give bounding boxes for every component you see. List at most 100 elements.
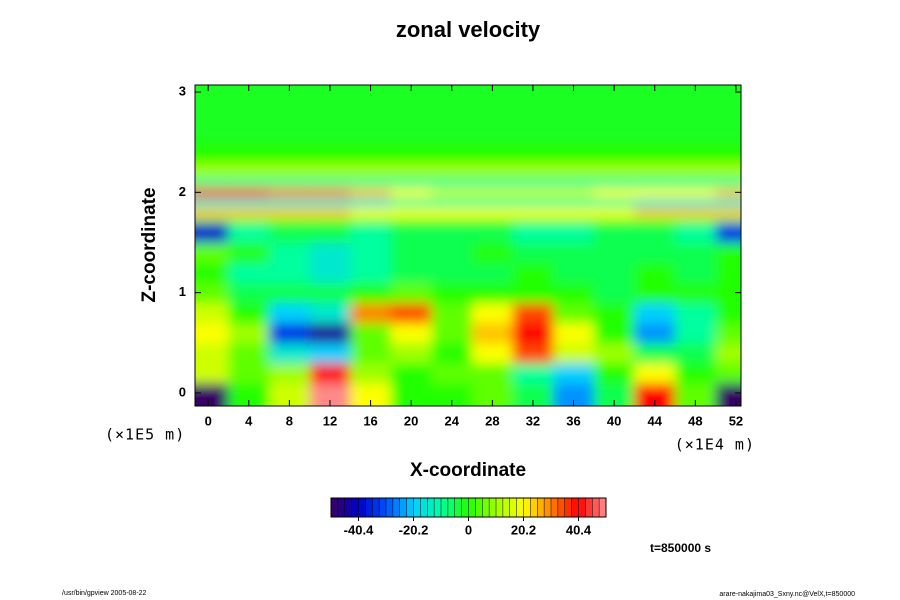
colorbar-tick-label: 20.2 — [511, 522, 536, 537]
x-tick-label: 0 — [205, 413, 212, 428]
cell — [269, 242, 311, 264]
cell — [593, 242, 635, 264]
cell — [553, 162, 595, 178]
cell — [228, 262, 270, 284]
cell — [675, 242, 717, 264]
cell — [512, 217, 554, 223]
cell — [228, 322, 270, 344]
cell — [593, 162, 635, 178]
colorbar-swatch — [592, 498, 600, 517]
cell — [309, 142, 351, 163]
cell — [472, 262, 514, 284]
cell — [715, 177, 741, 188]
cell — [195, 362, 229, 384]
cell — [553, 362, 595, 384]
cell — [309, 302, 351, 324]
cell — [715, 342, 741, 364]
colorbar-swatch — [599, 498, 607, 517]
x-tick-label: 12 — [323, 413, 337, 428]
cell — [512, 187, 554, 198]
cell — [512, 197, 554, 208]
cell — [675, 177, 717, 188]
cell — [675, 302, 717, 324]
cell — [675, 342, 717, 364]
cell — [512, 207, 554, 218]
y-tick-label: 1 — [179, 284, 186, 299]
cell — [350, 262, 392, 284]
colorbar-swatch — [372, 498, 380, 517]
x-unit: (×1E4 m) — [675, 436, 755, 454]
cell — [512, 362, 554, 384]
cell — [472, 85, 514, 143]
cells — [195, 85, 741, 406]
cell — [553, 207, 595, 218]
cell — [593, 197, 635, 208]
cell — [715, 197, 741, 208]
cell — [390, 342, 432, 364]
cell — [553, 322, 595, 344]
cell — [634, 362, 676, 384]
cell — [350, 142, 392, 163]
cell — [593, 187, 635, 198]
cell — [715, 262, 741, 284]
cell — [431, 362, 473, 384]
plot-frame — [194, 84, 742, 407]
cell — [195, 217, 229, 223]
cell — [350, 222, 392, 243]
cell — [593, 85, 635, 143]
chart-title: zonal velocity — [396, 17, 541, 42]
cell — [195, 282, 229, 304]
cell — [715, 282, 741, 304]
cell — [553, 262, 595, 284]
cell — [309, 262, 351, 284]
cell — [228, 85, 270, 143]
cell — [390, 222, 432, 243]
cell — [472, 217, 514, 223]
cell — [228, 222, 270, 243]
footer-left: /usr/bin/gpview 2005-08-22 — [62, 590, 147, 597]
cell — [553, 187, 595, 198]
cell — [593, 207, 635, 218]
cell — [634, 342, 676, 364]
cell — [634, 282, 676, 304]
cell — [228, 142, 270, 163]
cell — [472, 162, 514, 178]
colorbar-swatch — [420, 498, 428, 517]
cell — [675, 222, 717, 243]
cell — [390, 322, 432, 344]
cell — [593, 142, 635, 163]
colorbar-swatch — [454, 498, 462, 517]
cell — [195, 262, 229, 284]
cell — [512, 282, 554, 304]
cell — [431, 177, 473, 188]
colorbar-swatch — [392, 498, 401, 517]
cell — [269, 142, 311, 163]
cell — [593, 262, 635, 284]
cell — [553, 282, 595, 304]
cell — [228, 197, 270, 208]
cell — [675, 187, 717, 198]
cell — [390, 242, 432, 264]
cell — [512, 322, 554, 344]
cell — [350, 162, 392, 178]
cell — [431, 382, 473, 406]
cell — [675, 142, 717, 163]
cell — [269, 177, 311, 188]
cell — [472, 382, 514, 406]
cell — [553, 242, 595, 264]
cell — [431, 262, 473, 284]
colorbar-swatch — [434, 498, 442, 517]
cell — [431, 302, 473, 324]
cell — [390, 282, 432, 304]
cell — [228, 282, 270, 304]
cell — [553, 222, 595, 243]
cell — [715, 222, 741, 243]
cell — [593, 342, 635, 364]
cell — [309, 197, 351, 208]
colorbar-swatch — [427, 498, 435, 517]
cell — [715, 187, 741, 198]
colorbar-tick-label: -20.2 — [399, 522, 429, 537]
colorbar-swatch — [365, 498, 373, 517]
colorbar-swatch — [578, 498, 586, 517]
cell — [269, 322, 311, 344]
